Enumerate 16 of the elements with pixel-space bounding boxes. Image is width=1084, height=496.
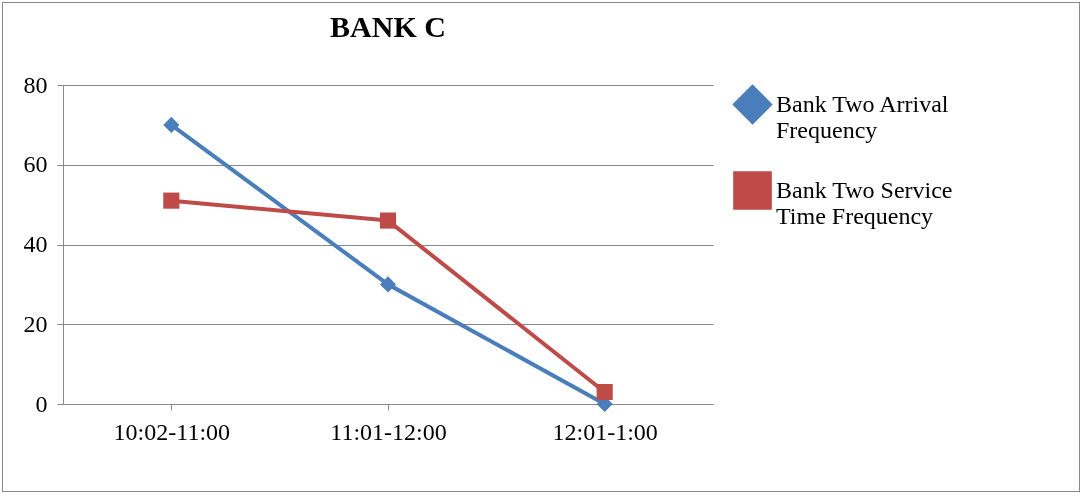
y-tick-label: 0: [35, 390, 48, 417]
point: [596, 383, 613, 401]
y-tick-label: 60: [23, 151, 48, 178]
point: [163, 116, 180, 133]
chart-title: BANK C: [330, 10, 446, 43]
point: [379, 212, 397, 229]
x-tick-label: 12:01-1:00: [552, 418, 658, 445]
y-tick-label: 40: [23, 231, 48, 257]
legend-label: Bank Two Arrival Frequency: [776, 90, 949, 143]
x-tick-label: 11:01-12:00: [330, 418, 447, 445]
y-tick-label: 80: [23, 71, 48, 98]
point: [379, 276, 397, 293]
x-tick-label: 10:02-11:00: [113, 418, 231, 445]
point: [163, 192, 180, 209]
y-tick-label: 20: [23, 310, 48, 337]
legend-label: Bank Two Service Time Frequency: [776, 176, 953, 229]
